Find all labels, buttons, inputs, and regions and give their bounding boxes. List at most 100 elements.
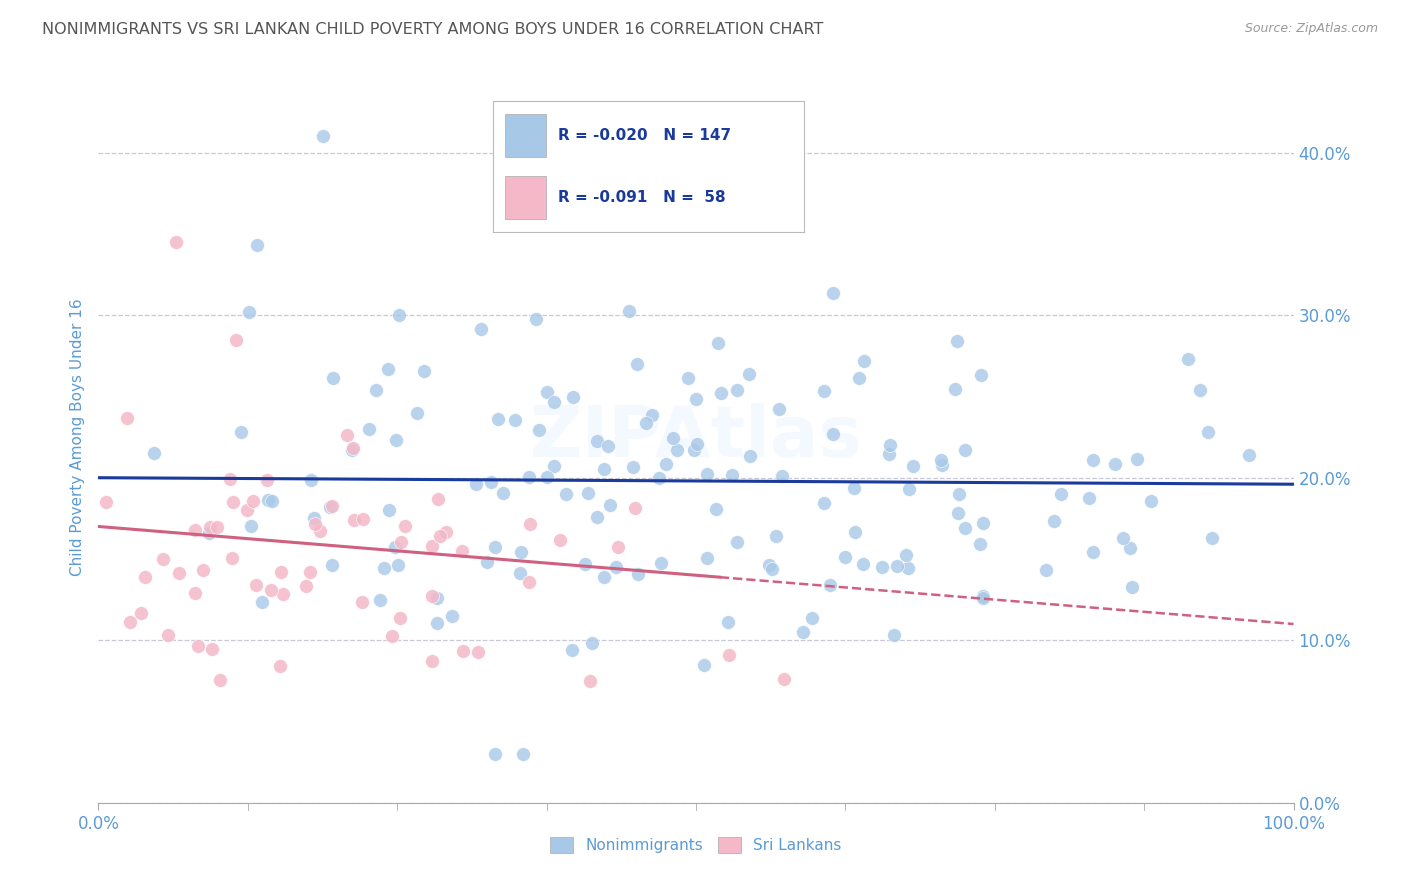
- Point: [509, 545, 531, 559]
- Point: [492, 485, 515, 500]
- Point: [512, 747, 534, 761]
- Point: [696, 550, 718, 565]
- Point: [834, 550, 856, 565]
- Point: [586, 434, 609, 449]
- Point: [209, 673, 232, 687]
- Point: [851, 557, 873, 571]
- Point: [187, 639, 209, 653]
- Point: [773, 672, 796, 686]
- Point: [897, 561, 920, 575]
- Point: [725, 383, 748, 397]
- Point: [157, 628, 180, 642]
- Point: [529, 423, 551, 437]
- Point: [561, 643, 583, 657]
- Point: [946, 507, 969, 521]
- Point: [696, 467, 718, 482]
- Point: [818, 578, 841, 592]
- Point: [343, 513, 366, 527]
- Point: [623, 500, 645, 515]
- Point: [1104, 458, 1126, 472]
- Point: [948, 487, 970, 501]
- Point: [1112, 531, 1135, 545]
- Point: [717, 615, 740, 629]
- Point: [655, 457, 678, 471]
- Point: [953, 442, 976, 457]
- Point: [517, 470, 540, 484]
- Point: [304, 517, 326, 532]
- Point: [271, 587, 294, 601]
- Point: [388, 308, 411, 322]
- Point: [536, 385, 558, 400]
- Point: [578, 674, 600, 689]
- Text: Source: ZipAtlas.com: Source: ZipAtlas.com: [1244, 22, 1378, 36]
- Point: [710, 385, 733, 400]
- Point: [648, 471, 671, 485]
- Point: [221, 494, 243, 508]
- Point: [434, 524, 457, 539]
- Point: [607, 541, 630, 555]
- Point: [413, 363, 436, 377]
- Point: [470, 321, 492, 335]
- Point: [479, 475, 502, 490]
- Point: [872, 560, 894, 574]
- Point: [260, 582, 283, 597]
- Point: [387, 558, 409, 572]
- Point: [770, 469, 793, 483]
- Point: [676, 371, 699, 385]
- Point: [519, 517, 541, 532]
- Point: [599, 498, 621, 512]
- Point: [381, 629, 404, 643]
- Point: [800, 611, 823, 625]
- Point: [536, 470, 558, 484]
- Point: [115, 411, 138, 425]
- Point: [578, 486, 600, 500]
- Point: [198, 525, 221, 540]
- Point: [725, 535, 748, 549]
- Point: [543, 395, 565, 409]
- Point: [1121, 580, 1143, 594]
- Point: [972, 591, 994, 605]
- Point: [352, 512, 374, 526]
- Point: [191, 563, 214, 577]
- Point: [134, 570, 156, 584]
- Point: [706, 336, 728, 351]
- Point: [364, 383, 387, 397]
- Point: [389, 534, 412, 549]
- Point: [765, 529, 787, 543]
- Point: [1081, 545, 1104, 559]
- Point: [886, 558, 908, 573]
- Point: [342, 442, 364, 456]
- Point: [761, 562, 783, 576]
- Point: [621, 459, 644, 474]
- Point: [389, 611, 412, 625]
- Point: [1049, 486, 1071, 500]
- Point: [503, 413, 526, 427]
- Point: [165, 235, 187, 249]
- Point: [821, 427, 844, 442]
- Point: [242, 494, 264, 508]
- Point: [143, 445, 166, 459]
- Point: [842, 482, 865, 496]
- Point: [298, 565, 321, 579]
- Point: [853, 354, 876, 368]
- Point: [225, 333, 247, 347]
- Point: [269, 658, 291, 673]
- Point: [238, 305, 260, 319]
- Point: [1043, 514, 1066, 528]
- Point: [969, 537, 991, 551]
- Point: [650, 556, 672, 570]
- Point: [394, 519, 416, 533]
- Point: [509, 566, 531, 581]
- Point: [451, 644, 474, 658]
- Point: [426, 492, 449, 507]
- Point: [972, 516, 994, 530]
- Point: [683, 442, 706, 457]
- Point: [198, 520, 221, 534]
- Point: [350, 595, 373, 609]
- Point: [758, 558, 780, 572]
- Point: [1119, 541, 1142, 555]
- Point: [586, 510, 609, 524]
- Point: [768, 401, 790, 416]
- Point: [420, 589, 443, 603]
- Point: [704, 502, 727, 516]
